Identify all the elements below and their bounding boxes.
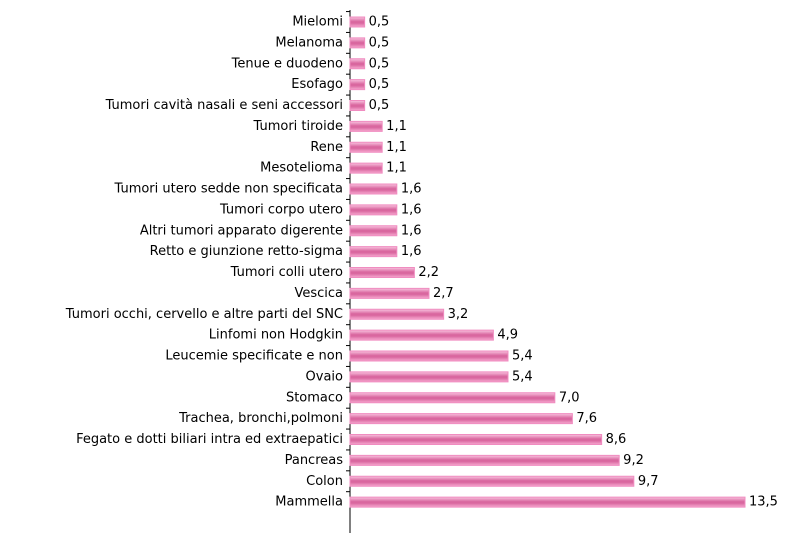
bar <box>349 475 635 487</box>
category-label: Tumori corpo utero <box>219 202 343 217</box>
category-label: Ovaio <box>306 369 344 384</box>
category-label: Colon <box>306 474 343 489</box>
bar <box>349 162 383 174</box>
value-label: 1,1 <box>386 140 407 155</box>
category-label: Linfomi non Hodgkin <box>209 328 343 343</box>
bar <box>349 454 620 466</box>
value-label: 1,6 <box>401 244 422 259</box>
bar <box>349 183 398 195</box>
bar <box>349 246 398 258</box>
category-label: Mammella <box>275 495 343 510</box>
value-label: 13,5 <box>749 495 778 510</box>
value-label: 1,6 <box>401 223 422 238</box>
category-label: Retto e giunzione retto-sigma <box>150 244 343 259</box>
value-label: 3,2 <box>448 307 469 322</box>
bar <box>349 287 430 299</box>
value-label: 2,7 <box>433 286 454 301</box>
category-label: Mesotelioma <box>260 161 343 176</box>
category-label: Vescica <box>294 286 343 301</box>
bar <box>349 141 383 153</box>
category-label: Trachea, bronchi,polmoni <box>178 411 343 426</box>
category-label: Melanoma <box>275 35 343 50</box>
value-label: 5,4 <box>512 369 533 384</box>
category-label: Tumori cavità nasali e seni accessori <box>105 98 343 113</box>
value-label: 7,6 <box>576 411 597 426</box>
category-label: Rene <box>310 140 343 155</box>
bar <box>349 100 366 111</box>
category-label: Pancreas <box>285 453 344 468</box>
category-label: Tumori utero sedde non specificata <box>113 182 343 197</box>
value-label: 2,2 <box>418 265 439 280</box>
value-label: 0,5 <box>369 56 390 71</box>
bar <box>349 120 383 132</box>
category-label: Leucemie specificate e non <box>165 349 343 364</box>
bar <box>349 37 366 49</box>
value-label: 0,5 <box>369 35 390 50</box>
bar <box>349 204 398 216</box>
category-label: Stomaco <box>286 390 343 405</box>
value-label: 8,6 <box>606 432 627 447</box>
value-label: 7,0 <box>559 390 580 405</box>
category-label: Tumori colli utero <box>230 265 343 280</box>
value-label: 1,6 <box>401 182 422 197</box>
category-label: Esofago <box>291 77 343 92</box>
value-label: 9,7 <box>638 474 659 489</box>
value-label: 5,4 <box>512 349 533 364</box>
bar <box>349 413 573 425</box>
value-label: 1,6 <box>401 202 422 217</box>
value-label: 0,5 <box>369 98 390 113</box>
bar <box>349 329 494 341</box>
bar <box>349 225 398 237</box>
bar <box>349 79 366 91</box>
bar <box>349 350 509 362</box>
category-label: Tumori occhi, cervello e altre parti del… <box>65 307 343 322</box>
bar <box>349 308 445 320</box>
category-label: Tenue e duodeno <box>231 56 343 71</box>
value-label: 0,5 <box>369 77 390 92</box>
value-label: 0,5 <box>369 15 390 30</box>
bar <box>349 267 415 278</box>
bar <box>349 58 366 70</box>
category-label: Tumori tiroide <box>253 119 344 134</box>
value-label: 1,1 <box>386 161 407 176</box>
bar <box>349 434 603 445</box>
bar <box>349 496 746 508</box>
value-label: 9,2 <box>623 453 644 468</box>
category-label: Fegato e dotti biliari intra ed extraepa… <box>76 432 343 447</box>
category-label: Mielomi <box>292 15 343 30</box>
category-label: Altri tumori apparato digerente <box>140 223 343 238</box>
value-label: 4,9 <box>497 328 518 343</box>
bar <box>349 16 366 28</box>
bar <box>349 392 556 404</box>
bar <box>349 371 509 383</box>
value-label: 1,1 <box>386 119 407 134</box>
